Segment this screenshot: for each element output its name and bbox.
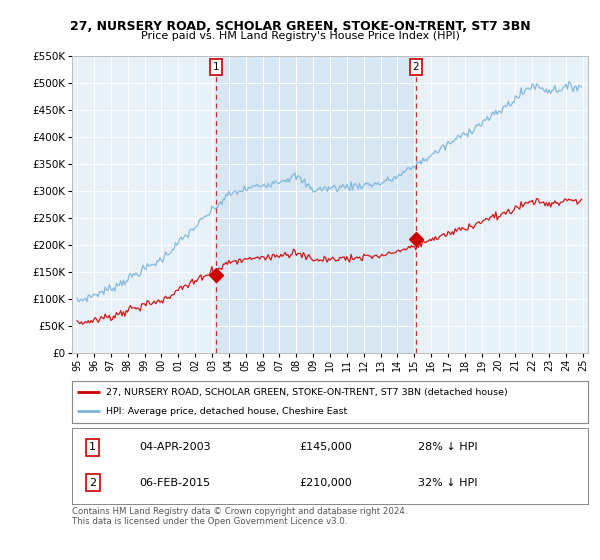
Text: Price paid vs. HM Land Registry's House Price Index (HPI): Price paid vs. HM Land Registry's House …	[140, 31, 460, 41]
Text: 32% ↓ HPI: 32% ↓ HPI	[418, 478, 477, 488]
Text: 2: 2	[412, 62, 419, 72]
Text: 06-FEB-2015: 06-FEB-2015	[139, 478, 210, 488]
Text: 1: 1	[89, 442, 96, 452]
Text: HPI: Average price, detached house, Cheshire East: HPI: Average price, detached house, Ches…	[106, 407, 347, 416]
Text: 27, NURSERY ROAD, SCHOLAR GREEN, STOKE-ON-TRENT, ST7 3BN: 27, NURSERY ROAD, SCHOLAR GREEN, STOKE-O…	[70, 20, 530, 32]
Text: £145,000: £145,000	[299, 442, 352, 452]
Bar	[216, 56, 416, 353]
Text: £210,000: £210,000	[299, 478, 352, 488]
Text: 1: 1	[213, 62, 220, 72]
Text: 04-APR-2003: 04-APR-2003	[139, 442, 211, 452]
Text: 27, NURSERY ROAD, SCHOLAR GREEN, STOKE-ON-TRENT, ST7 3BN (detached house): 27, NURSERY ROAD, SCHOLAR GREEN, STOKE-O…	[106, 388, 507, 396]
Text: 28% ↓ HPI: 28% ↓ HPI	[418, 442, 478, 452]
Text: Contains HM Land Registry data © Crown copyright and database right 2024.
This d: Contains HM Land Registry data © Crown c…	[72, 507, 407, 526]
Text: 2: 2	[89, 478, 96, 488]
